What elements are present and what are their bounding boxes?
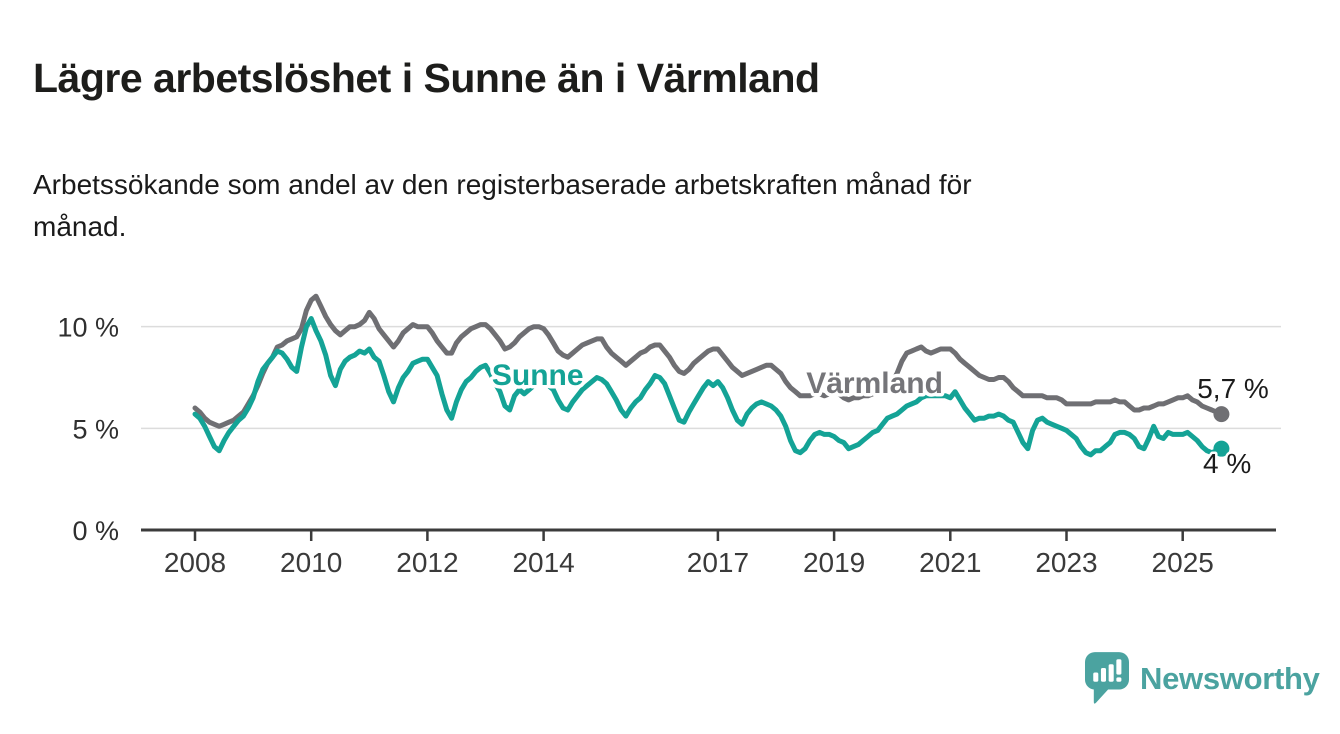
subtitle-line-1: Arbetssökande som andel av den registerb… bbox=[33, 169, 972, 200]
chart-subtitle: Arbetssökande som andel av den registerb… bbox=[33, 164, 1313, 248]
series-end-dot-vrmland bbox=[1213, 406, 1230, 423]
sunne-end-value-label: 4 % bbox=[1203, 448, 1251, 479]
chart-canvas: 2008 2010 2012 2014 2017 2019 2021 2023 2025 0 % 5… bbox=[57, 293, 1281, 578]
x-tick-label-2012: 2012 bbox=[396, 547, 458, 578]
newsworthy-wordmark: Newsworthy bbox=[1140, 660, 1320, 696]
newsworthy-bubble-chart-icon bbox=[1085, 652, 1129, 704]
x-tick-label-2014: 2014 bbox=[512, 547, 574, 578]
y-tick-label-10: 10 % bbox=[57, 313, 119, 343]
vrmland-end-value-label: 5,7 % bbox=[1197, 373, 1269, 404]
newsworthy-logo: Newsworthy bbox=[1085, 652, 1320, 705]
subtitle-line-2: månad. bbox=[33, 211, 127, 242]
y-tick-label-0: 0 % bbox=[72, 516, 119, 546]
series-label-sunne: Sunne bbox=[492, 359, 584, 392]
series-line-sunne bbox=[192, 316, 1224, 458]
line-chart: 2008 2010 2012 2014 2017 2019 2021 2023 2025 0 % 5… bbox=[0, 270, 1340, 610]
x-tick-label-2010: 2010 bbox=[280, 547, 342, 578]
page-title: Lägre arbetslöshet i Sunne än i Värmland bbox=[33, 55, 820, 102]
x-tick-label-2021: 2021 bbox=[919, 547, 981, 578]
x-tick-label-2019: 2019 bbox=[803, 547, 865, 578]
x-tick-label-2017: 2017 bbox=[687, 547, 749, 578]
x-tick-label-2025: 2025 bbox=[1152, 547, 1214, 578]
series-label-vrmland: Värmland bbox=[806, 367, 943, 400]
x-tick-label-2023: 2023 bbox=[1035, 547, 1097, 578]
x-tick-label-2008: 2008 bbox=[164, 547, 226, 578]
series-line-vrmland bbox=[192, 293, 1224, 429]
series-end-dot-sunne bbox=[1213, 440, 1230, 457]
y-tick-label-5: 5 % bbox=[72, 414, 119, 444]
